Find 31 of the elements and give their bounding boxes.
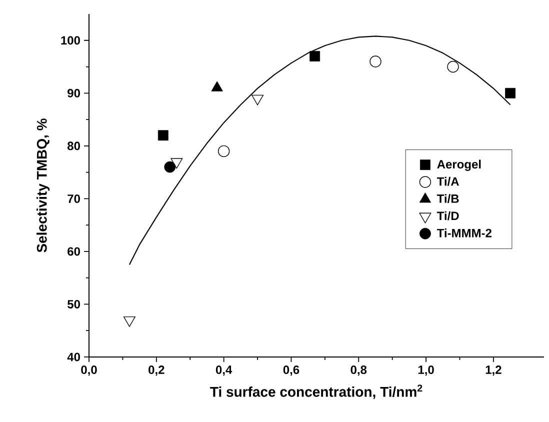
legend-label: Ti/D [436,211,459,220]
point [164,161,176,173]
x-tick-label: 0,8 [350,366,367,376]
point [370,56,382,68]
x-tick-label: 1,0 [418,366,434,376]
y-tick-label: 80 [68,142,80,150]
x-tick-label: 0,6 [283,366,300,376]
y-tick-label: 70 [68,194,80,203]
x-tick-label: 1,2 [486,366,502,376]
legend-label: Ti/A [436,176,459,186]
point [310,51,320,62]
x-tick-label: 0,4 [216,366,232,376]
y-tick-label: 50 [68,300,80,308]
legend-label: Aerogel [437,160,481,171]
point [123,316,136,327]
point [447,60,459,73]
point [218,145,230,158]
x-axis-title: Ti surface concentration, Ti/nm$^{2}$ [210,384,422,399]
x-tick-label: 0,2 [148,366,164,376]
x-tick-label: 0,0 [81,366,97,376]
point [170,158,183,169]
point [158,130,168,141]
point [252,94,264,106]
y-tick-label: 40 [67,352,80,362]
legend-label: Ti/B [436,194,459,204]
y-tick-label: 100 [61,36,80,45]
point [505,88,516,98]
y-tick-label: 90 [68,88,80,98]
y-axis-title: Selectivity TMBQ, % [36,118,50,252]
y-tick-label: 60 [68,247,80,256]
legend-label: Ti-MMM-2 [436,228,492,238]
